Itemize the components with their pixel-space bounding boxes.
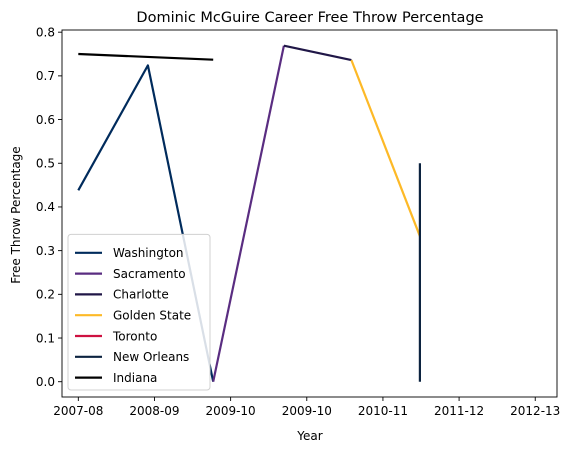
- series-line-6: [78, 52, 214, 61]
- y-axis: 0.0 0.1 0.2 0.3 0.4 0.5 0.6 0.7 0.8: [36, 25, 62, 389]
- y-tick-label: 0.7: [36, 69, 55, 83]
- y-tick-label: 0.0: [36, 375, 55, 389]
- chart-title: Dominic McGuire Career Free Throw Percen…: [136, 10, 483, 26]
- y-tick-label: 0.4: [36, 200, 55, 214]
- x-tick-label: 2007-08: [53, 404, 103, 418]
- x-axis: 2007-08 2008-09 2009-10 2009-10 2010-11 2011-…: [53, 397, 560, 418]
- legend-label: Washington: [113, 246, 184, 260]
- y-tick-label: 0.6: [36, 113, 55, 127]
- legend-label: New Orleans: [113, 350, 189, 364]
- y-tick-label: 0.2: [36, 288, 55, 302]
- series-line-3: [350, 59, 421, 237]
- legend: Washington Sacramento Charlotte Golden Stat…: [67, 233, 211, 391]
- series-line-1: [212, 45, 285, 382]
- y-tick-label: 0.1: [36, 331, 55, 345]
- series-line-2: [283, 44, 352, 62]
- y-axis-label: Free Throw Percentage: [9, 146, 23, 283]
- x-axis-label: Year: [296, 429, 322, 443]
- plot-area: Washington Sacramento Charlotte Golden Stat…: [61, 29, 558, 398]
- x-tick-label: 2012-13: [510, 404, 560, 418]
- legend-label: Charlotte: [113, 288, 169, 302]
- legend-label: Indiana: [113, 371, 157, 385]
- legend-box: [67, 233, 211, 391]
- plot-frame: [61, 29, 558, 398]
- x-tick-label: 2010-11: [358, 404, 408, 418]
- legend-label: Golden State: [113, 309, 191, 323]
- x-tick-label: 2011-12: [434, 404, 484, 418]
- legend-label: Toronto: [112, 329, 157, 343]
- x-tick-label: 2008-09: [129, 404, 179, 418]
- legend-label: Sacramento: [113, 267, 186, 281]
- y-tick-label: 0.5: [36, 157, 55, 171]
- y-tick-label: 0.3: [36, 244, 55, 258]
- x-tick-label: 2009-10: [206, 404, 256, 418]
- y-tick-label: 0.8: [36, 25, 55, 39]
- x-tick-label: 2009-10: [282, 404, 332, 418]
